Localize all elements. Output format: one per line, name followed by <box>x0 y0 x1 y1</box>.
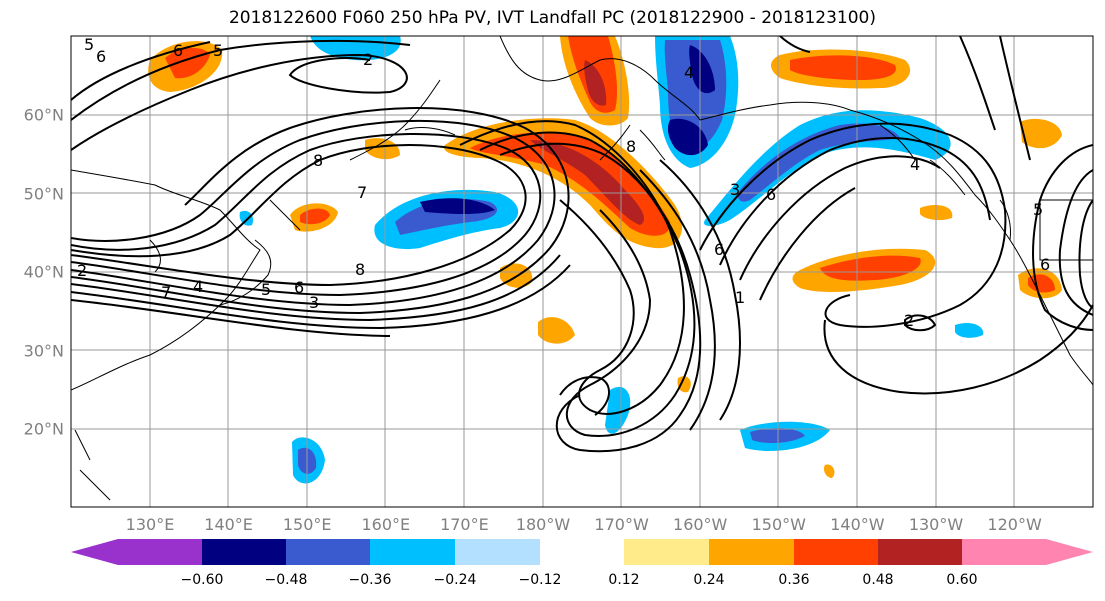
contour-label: 2 <box>904 311 914 330</box>
colorbar-cell <box>370 539 455 565</box>
longitude-tick-label: 170°E <box>440 515 489 534</box>
negative-anomaly <box>955 323 984 338</box>
colorbar-tick-label: 0.36 <box>778 572 810 588</box>
colorbar-tick-label: 0.60 <box>946 572 978 588</box>
colorbar-cell <box>202 539 286 565</box>
longitude-tick-label: 160°E <box>361 515 411 534</box>
colorbar-cell <box>118 539 202 565</box>
contour-label: 3 <box>309 293 319 312</box>
positive-anomaly <box>365 138 400 160</box>
contour-label: 6 <box>96 47 106 66</box>
contour-label: 6 <box>1040 255 1050 274</box>
longitude-tick-label: 180°W <box>515 515 571 534</box>
contour-labels: 5 6 6 5 2 7 8 8 4 5 6 3 7 2 4 3 8 6 1 6 … <box>77 35 1050 330</box>
longitude-tick-label: 140°E <box>204 515 253 534</box>
contour-label: 6 <box>714 240 724 259</box>
latitude-tick-label: 20°N <box>23 419 64 439</box>
colorbar-cell <box>624 539 709 565</box>
contour-label: 3 <box>730 180 740 199</box>
contour-label: 2 <box>77 261 87 280</box>
figure-title: 2018122600 F060 250 hPa PV, IVT Landfall… <box>228 8 876 28</box>
contour-label: 6 <box>294 278 304 297</box>
contour-label: 7 <box>161 283 171 302</box>
longitude-tick-label: 150°W <box>751 515 806 534</box>
positive-anomaly <box>677 376 691 393</box>
longitude-tick-label: 130°E <box>125 515 175 534</box>
colorbar-tick-label: 0.12 <box>608 572 640 588</box>
positive-anomaly <box>1020 118 1062 149</box>
colorbar-extend-low <box>71 539 118 565</box>
longitude-tick-label: 120°W <box>987 515 1042 534</box>
negative-anomaly <box>420 198 495 214</box>
contour-label: 4 <box>193 277 203 296</box>
contour-label: 5 <box>1033 200 1043 219</box>
negative-anomaly <box>738 123 900 202</box>
contour-label: 4 <box>684 63 694 82</box>
negative-anomaly <box>667 118 708 156</box>
colorbar-tick-label: −0.12 <box>518 572 562 588</box>
colorbar-cell <box>709 539 794 565</box>
colorbar-cell <box>878 539 962 565</box>
longitude-tick-label: 170°W <box>594 515 649 534</box>
latitude-tick-label: 40°N <box>23 262 64 282</box>
latitude-tick-label: 60°N <box>23 105 64 125</box>
map-content: 5 6 6 5 2 7 8 8 4 5 6 3 7 2 4 3 8 6 1 6 … <box>71 35 1093 507</box>
colorbar-cell <box>286 539 370 565</box>
negative-anomaly <box>605 386 631 434</box>
colorbar-tick-label: −0.36 <box>348 572 392 588</box>
contour-label: 4 <box>910 155 920 174</box>
colorbar-tick-label: 0.24 <box>693 572 725 588</box>
contour-label: 6 <box>173 41 183 60</box>
contour-label: 2 <box>363 50 373 69</box>
positive-anomaly <box>820 255 921 281</box>
colorbar-tick-label: 0.48 <box>862 572 894 588</box>
contour-label: 1 <box>735 288 745 307</box>
map-frame <box>70 35 1094 508</box>
colorbar-tick-label: −0.60 <box>180 572 224 588</box>
contour-label: 6 <box>766 185 776 204</box>
contour-label: 8 <box>626 137 636 156</box>
negative-anomaly <box>689 45 715 94</box>
contour-label: 5 <box>213 41 223 60</box>
contour-label: 5 <box>84 35 94 54</box>
longitude-tick-label: 150°E <box>282 515 332 534</box>
colorbar-cell <box>962 539 1046 565</box>
longitude-tick-label: 140°W <box>830 515 885 534</box>
contour-label: 8 <box>355 260 365 279</box>
positive-anomaly <box>823 464 835 478</box>
negative-anomaly <box>239 210 254 226</box>
gridlines <box>71 36 1093 507</box>
colorbar <box>71 539 1093 565</box>
positive-anomaly <box>790 55 896 80</box>
longitude-tick-label: 130°W <box>908 515 964 534</box>
positive-anomaly <box>530 140 645 225</box>
contour-label: 5 <box>261 280 271 299</box>
pc-shading <box>148 36 1062 484</box>
colorbar-extend-high <box>1046 539 1093 565</box>
positive-anomaly <box>584 60 607 106</box>
latitude-tick-label: 50°N <box>23 184 64 203</box>
colorbar-tick-label: −0.48 <box>264 572 308 588</box>
colorbar-cell <box>794 539 878 565</box>
pv-contours <box>71 36 1093 453</box>
colorbar-tick-label: −0.24 <box>433 572 477 588</box>
colorbar-cell <box>540 539 624 565</box>
positive-anomaly <box>538 317 575 344</box>
latitude-tick-label: 30°N <box>23 341 64 360</box>
coastlines <box>71 36 1093 501</box>
contour-label: 8 <box>313 151 323 170</box>
longitude-tick-label: 160°W <box>673 515 728 534</box>
colorbar-cell <box>455 539 540 565</box>
contour-label: 7 <box>357 183 367 202</box>
